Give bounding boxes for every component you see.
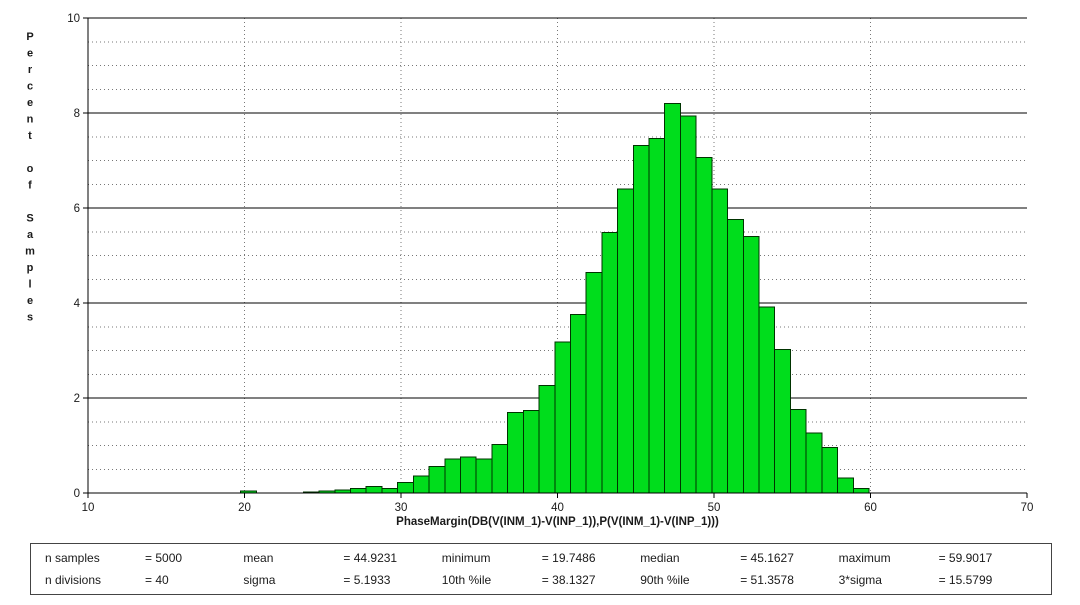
- y-axis-label-char: e: [27, 295, 33, 307]
- histogram-bar: [821, 446, 839, 494]
- y-axis-label-char: S: [26, 213, 33, 225]
- stat-label: n divisions: [45, 573, 102, 587]
- histogram-bar: [632, 144, 650, 494]
- stat-pair: 3*sigma = 15.5799: [839, 570, 1037, 590]
- x-tick-label: 30: [395, 502, 408, 514]
- histogram-bar: [522, 409, 540, 494]
- stat-pair: n divisions = 40: [45, 570, 243, 590]
- histogram-bar: [742, 236, 760, 494]
- stat-pair: 10th %ile = 38.1327: [442, 570, 640, 590]
- histogram-bar: [460, 456, 477, 494]
- stat-value: = 40: [145, 573, 169, 587]
- y-tick-label: 2: [74, 393, 80, 405]
- histogram-bar: [397, 482, 414, 494]
- histogram-bar: [805, 432, 823, 494]
- y-axis-label-char: o: [27, 163, 34, 175]
- y-axis-label-char: s: [27, 312, 33, 324]
- histogram-bar: [617, 188, 634, 494]
- histogram-bar: [852, 487, 870, 494]
- histogram-bar: [428, 465, 446, 494]
- y-tick-label: 6: [74, 203, 80, 215]
- x-axis-label: PhaseMargin(DB(V(INM_1)-V(INP_1)),P(V(IN…: [396, 516, 719, 528]
- histogram-bar: [350, 487, 367, 494]
- stat-label: minimum: [441, 551, 491, 565]
- histogram-bar: [664, 103, 681, 494]
- histogram-bar: [695, 157, 713, 494]
- stat-label: 3*sigma: [838, 573, 882, 587]
- stat-value: = 38.1327: [541, 573, 596, 587]
- histogram-bar: [837, 477, 854, 494]
- x-tick-label: 20: [238, 502, 251, 514]
- y-tick-label: 8: [74, 108, 80, 120]
- histogram-bar: [475, 458, 493, 494]
- histogram-bar: [727, 218, 744, 494]
- y-axis-label-char: P: [26, 31, 33, 43]
- histogram-bar: [365, 485, 383, 494]
- stat-value: = 5000: [145, 551, 183, 565]
- y-tick-label: 10: [67, 13, 80, 25]
- stat-label: maximum: [838, 551, 891, 565]
- stat-label: median: [640, 551, 680, 565]
- histogram-bar: [789, 408, 807, 494]
- y-tick-label: 0: [74, 488, 80, 500]
- stat-pair: n samples = 5000: [45, 548, 243, 568]
- stat-pair: mean = 44.9231: [243, 548, 441, 568]
- y-axis-label-char: c: [27, 81, 33, 93]
- histogram-bar: [648, 138, 666, 494]
- histogram-bar: [507, 411, 524, 494]
- stat-label: n samples: [45, 551, 100, 565]
- stat-pair: 90th %ile = 51.3578: [640, 570, 838, 590]
- histogram-bar: [444, 458, 462, 494]
- y-axis-label-char: t: [28, 130, 32, 142]
- stats-box: n samples = 5000 mean = 44.9231 minimum …: [30, 543, 1052, 595]
- y-axis-label-char: e: [27, 97, 33, 109]
- histogram-bar: [381, 487, 399, 494]
- histogram-bar: [554, 341, 571, 494]
- stat-label: 90th %ile: [640, 573, 690, 587]
- y-axis-label-char: a: [27, 229, 34, 241]
- histogram-bar: [412, 475, 430, 494]
- y-axis-label-char: r: [28, 64, 33, 76]
- stat-value: = 44.9231: [343, 551, 398, 565]
- y-axis-label-char: l: [28, 279, 31, 291]
- histogram-bar: [758, 306, 776, 494]
- y-axis-label-char: n: [27, 114, 34, 126]
- x-tick-label: 70: [1021, 502, 1034, 514]
- x-tick-label: 50: [708, 502, 721, 514]
- histogram-bar: [569, 313, 587, 494]
- x-tick-label: 40: [551, 502, 564, 514]
- stat-value: = 45.1627: [740, 551, 794, 565]
- histogram-bar: [774, 349, 791, 494]
- histogram-bar: [538, 385, 556, 494]
- histogram-bar: [679, 115, 697, 494]
- plot-svg: 10 20 30 40 50 60 70 0 2 4 6 8 10 PhaseMargin(DB(V(IN…: [25, 13, 1034, 528]
- stat-label: 10th %ile: [441, 573, 492, 587]
- histogram-bar: [585, 272, 603, 494]
- stat-value: = 15.5799: [938, 573, 993, 587]
- y-axis-label-char: p: [27, 262, 34, 274]
- x-tick-label: 60: [864, 502, 877, 514]
- stat-value: = 5.1933: [343, 573, 391, 587]
- stat-pair: minimum = 19.7486: [442, 548, 640, 568]
- stat-label: mean: [243, 551, 274, 565]
- stat-value: = 51.3578: [740, 573, 794, 587]
- stat-pair: median = 45.1627: [640, 548, 838, 568]
- stat-pair: maximum = 59.9017: [839, 548, 1037, 568]
- stat-value: = 59.9017: [938, 551, 993, 565]
- y-axis-label-char: e: [27, 48, 33, 60]
- y-tick-label: 4: [74, 298, 81, 310]
- stat-value: = 19.7486: [541, 551, 596, 565]
- x-tick-label: 10: [82, 502, 95, 514]
- stat-label: sigma: [243, 573, 276, 587]
- stats-row-2: n divisions = 40 sigma = 5.1933 10th %il…: [31, 570, 1051, 590]
- stats-row-1: n samples = 5000 mean = 44.9231 minimum …: [31, 548, 1051, 568]
- y-axis-label-char: f: [28, 180, 32, 192]
- histogram-bar: [601, 232, 619, 494]
- y-axis-label-char: m: [25, 246, 35, 258]
- histogram-bar: [491, 444, 509, 494]
- histogram-bar: [711, 188, 729, 494]
- stat-pair: sigma = 5.1933: [243, 570, 441, 590]
